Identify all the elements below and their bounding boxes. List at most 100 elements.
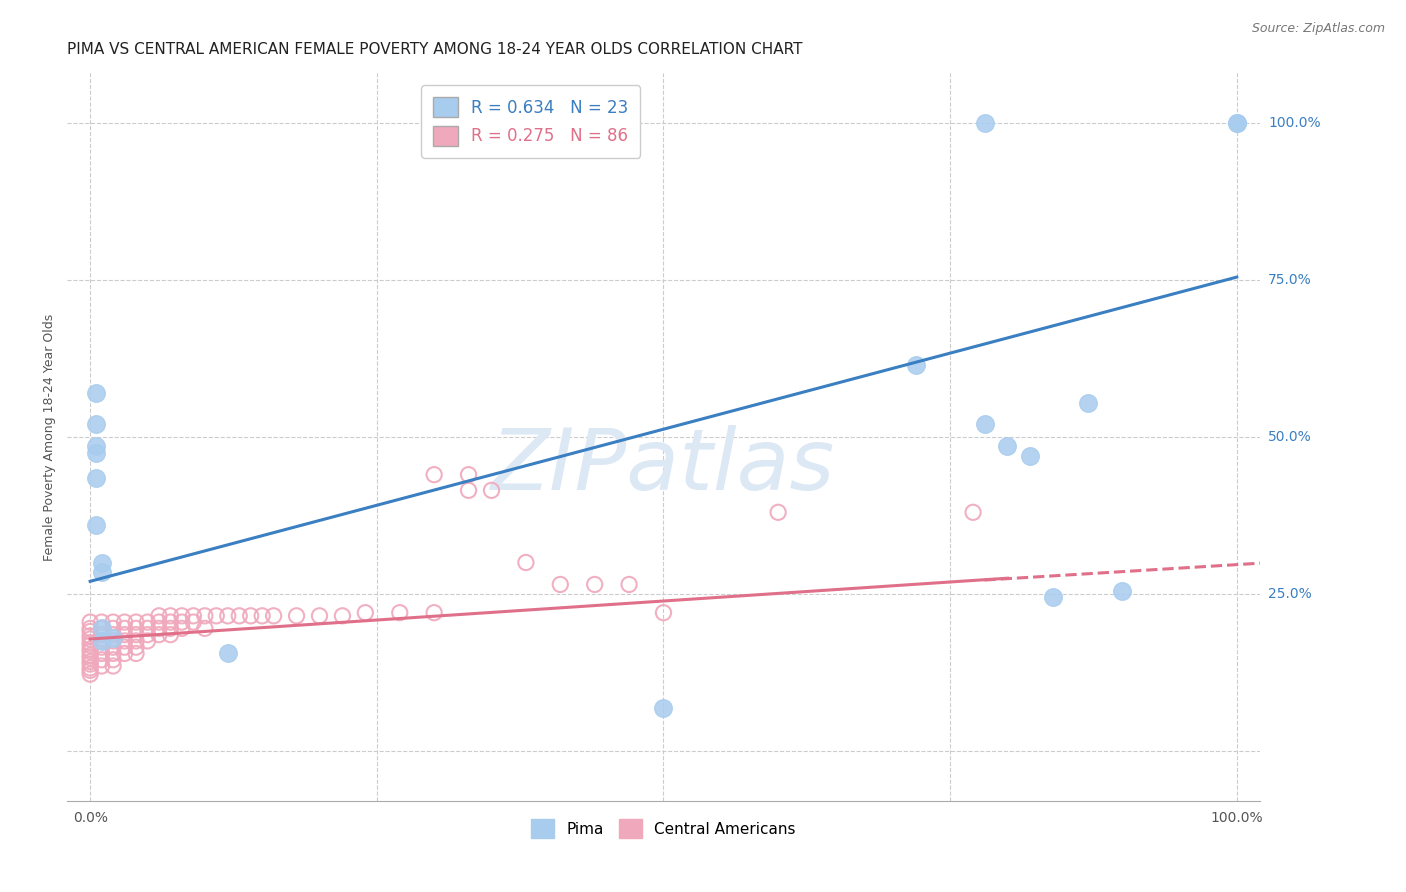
Point bbox=[159, 615, 181, 629]
Point bbox=[617, 577, 640, 591]
Point bbox=[388, 606, 411, 620]
Point bbox=[183, 608, 205, 623]
Point bbox=[170, 608, 193, 623]
Point bbox=[114, 634, 136, 648]
Point bbox=[84, 417, 107, 432]
Point bbox=[423, 467, 446, 482]
Point bbox=[148, 621, 170, 635]
Point bbox=[90, 640, 112, 655]
Point bbox=[125, 634, 148, 648]
Point bbox=[1019, 449, 1042, 463]
Legend: Pima, Central Americans: Pima, Central Americans bbox=[526, 814, 801, 844]
Point bbox=[159, 627, 181, 641]
Point bbox=[101, 621, 124, 635]
Point bbox=[481, 483, 503, 498]
Point bbox=[973, 116, 995, 130]
Point bbox=[79, 667, 101, 681]
Point bbox=[457, 467, 479, 482]
Point bbox=[1226, 116, 1249, 130]
Point bbox=[79, 632, 101, 646]
Point bbox=[79, 644, 101, 658]
Point bbox=[79, 642, 101, 657]
Point bbox=[101, 627, 124, 641]
Point bbox=[79, 629, 101, 643]
Point bbox=[90, 659, 112, 673]
Point bbox=[84, 440, 107, 454]
Point bbox=[79, 648, 101, 663]
Point bbox=[125, 647, 148, 661]
Point bbox=[136, 627, 159, 641]
Text: Source: ZipAtlas.com: Source: ZipAtlas.com bbox=[1251, 22, 1385, 36]
Point bbox=[84, 471, 107, 485]
Point bbox=[90, 634, 112, 648]
Point bbox=[90, 634, 112, 648]
Point bbox=[148, 615, 170, 629]
Point bbox=[101, 615, 124, 629]
Text: 50.0%: 50.0% bbox=[1268, 430, 1312, 444]
Point bbox=[332, 608, 354, 623]
Point bbox=[973, 417, 995, 432]
Point bbox=[354, 606, 377, 620]
Point bbox=[90, 647, 112, 661]
Point bbox=[194, 621, 217, 635]
Point bbox=[90, 556, 112, 570]
Point bbox=[79, 664, 101, 678]
Text: PIMA VS CENTRAL AMERICAN FEMALE POVERTY AMONG 18-24 YEAR OLDS CORRELATION CHART: PIMA VS CENTRAL AMERICAN FEMALE POVERTY … bbox=[67, 42, 803, 57]
Point bbox=[904, 358, 927, 372]
Point bbox=[101, 631, 124, 645]
Point bbox=[90, 627, 112, 641]
Point bbox=[90, 653, 112, 667]
Point bbox=[1226, 116, 1249, 130]
Point bbox=[1077, 395, 1099, 409]
Point bbox=[997, 440, 1019, 454]
Point bbox=[308, 608, 330, 623]
Point bbox=[285, 608, 308, 623]
Point bbox=[90, 621, 112, 635]
Point bbox=[125, 621, 148, 635]
Point bbox=[79, 636, 101, 650]
Point bbox=[239, 608, 262, 623]
Point bbox=[652, 701, 675, 715]
Point bbox=[101, 640, 124, 655]
Y-axis label: Female Poverty Among 18-24 Year Olds: Female Poverty Among 18-24 Year Olds bbox=[44, 313, 56, 561]
Point bbox=[423, 606, 446, 620]
Point bbox=[84, 386, 107, 401]
Point bbox=[125, 627, 148, 641]
Point bbox=[79, 638, 101, 652]
Point bbox=[652, 606, 675, 620]
Point bbox=[101, 653, 124, 667]
Point bbox=[79, 651, 101, 665]
Point bbox=[194, 608, 217, 623]
Point bbox=[125, 615, 148, 629]
Point bbox=[148, 608, 170, 623]
Point bbox=[79, 621, 101, 635]
Point bbox=[90, 615, 112, 629]
Point bbox=[766, 505, 789, 519]
Point bbox=[101, 647, 124, 661]
Point bbox=[170, 615, 193, 629]
Point bbox=[228, 608, 250, 623]
Text: 25.0%: 25.0% bbox=[1268, 587, 1312, 601]
Point bbox=[114, 621, 136, 635]
Point bbox=[159, 621, 181, 635]
Point bbox=[148, 627, 170, 641]
Point bbox=[136, 621, 159, 635]
Point bbox=[170, 621, 193, 635]
Point bbox=[250, 608, 273, 623]
Point bbox=[1042, 590, 1064, 604]
Point bbox=[79, 615, 101, 629]
Point bbox=[79, 661, 101, 675]
Point bbox=[515, 556, 537, 570]
Point bbox=[962, 505, 984, 519]
Point bbox=[583, 577, 606, 591]
Point bbox=[125, 640, 148, 655]
Point bbox=[548, 577, 571, 591]
Text: ZIPatlas: ZIPatlas bbox=[491, 425, 835, 508]
Point bbox=[217, 647, 239, 661]
Point bbox=[84, 517, 107, 532]
Point bbox=[90, 621, 112, 635]
Point bbox=[263, 608, 285, 623]
Point bbox=[217, 608, 239, 623]
Text: 75.0%: 75.0% bbox=[1268, 273, 1312, 287]
Point bbox=[136, 634, 159, 648]
